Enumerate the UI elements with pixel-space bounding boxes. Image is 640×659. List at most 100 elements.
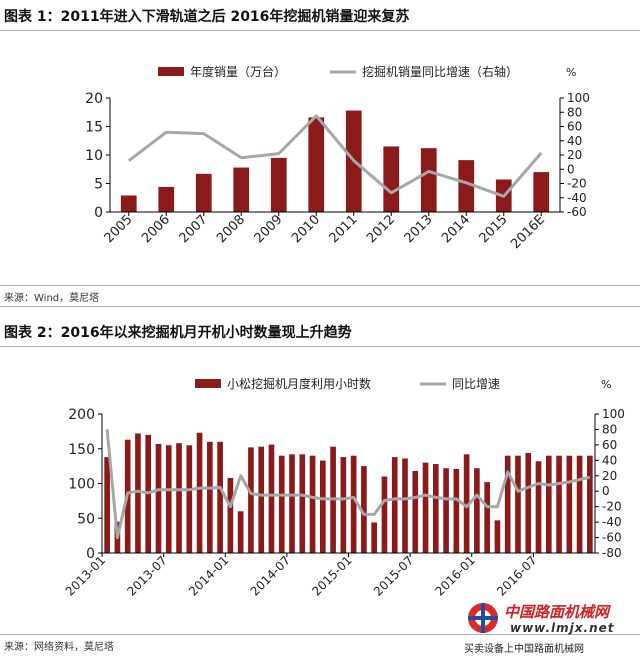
watermark-tagline: 买卖设备上中国路面机械网	[464, 644, 584, 655]
chart1-right-tick-label-2: -20	[567, 177, 587, 191]
chart2-x-label-5: 2015-07	[371, 553, 416, 598]
chart1-x-label-8: 2013	[402, 212, 436, 246]
chart2-bar-9	[196, 432, 203, 553]
chart2-bar-44	[556, 455, 562, 553]
chart2-bar-41	[525, 452, 532, 553]
chart2-bar-21	[319, 460, 326, 553]
chart2-x-label-1: 2013-07	[124, 553, 169, 598]
chart1-right-tick-label-6: 60	[567, 120, 582, 134]
chart1-legend-bar-label: 年度销量（万台）	[190, 64, 286, 79]
figure2-source: 来源：网络资料，莫尼塔	[4, 642, 114, 653]
chart1-right-tick-label-8: 100	[567, 91, 590, 105]
chart2-bar-5	[155, 443, 162, 553]
chart1-right-tick-label-0: -60	[567, 205, 587, 219]
chart1-x-label-5: 2010	[289, 212, 323, 246]
chart1-right-tick-label-7: 80	[567, 105, 582, 119]
chart2-bar-26	[371, 522, 378, 553]
chart2-bar-45	[566, 455, 573, 553]
chart2-right-tick-label-3: -20	[602, 500, 622, 514]
chart2-bar-11	[217, 441, 223, 553]
figure1-title: 图表 1：2011年进入下滑轨道之后 2016年挖掘机销量迎来复苏	[4, 9, 410, 25]
chart1-right-axis-unit: %	[566, 66, 576, 79]
chart2-right-axis-unit: %	[601, 378, 611, 391]
chart2-legend-line-label: 同比增速	[452, 377, 500, 391]
chart2-right-tick-label-4: 0	[602, 484, 610, 498]
chart2-left-tick-label-3: 150	[68, 442, 95, 458]
chart2-left-tick-label-1: 50	[77, 511, 95, 527]
figure1-source: 来源：Wind，莫尼塔	[4, 293, 100, 304]
chart2-legend-bar-label: 小松挖掘机月度利用小时数	[227, 376, 371, 391]
chart2-bar-23	[340, 457, 347, 553]
chart2-bar-16	[268, 444, 275, 553]
chart1-bar-4	[270, 157, 287, 212]
chart1-left-tick-label-0: 0	[94, 205, 103, 221]
chart1-x-label-1: 2006	[139, 212, 173, 246]
chart1-x-label-0: 2005	[102, 212, 136, 246]
chart1-right-tick-label-1: -40	[567, 191, 587, 205]
chart1-bar-1	[158, 186, 175, 212]
chart1-x-label-11: 2016E	[508, 212, 548, 252]
chart2-growth-line	[105, 429, 591, 540]
chart2-right-tick-label-8: 80	[602, 422, 617, 436]
chart2-x-label-3: 2014-07	[248, 553, 293, 598]
chart2-bar-31	[422, 462, 429, 553]
chart1-bar-8	[420, 148, 437, 212]
chart2-right-tick-label-0: -80	[602, 546, 622, 560]
chart1-bar-5	[308, 117, 325, 212]
chart1-legend-line-label: 挖掘机销量同比增速（右轴）	[362, 64, 518, 79]
chart1-x-label-7: 2012	[364, 212, 398, 246]
chart1-bar-9	[458, 160, 475, 212]
chart1-bar-7	[383, 146, 400, 212]
chart2-bar-19	[299, 454, 306, 553]
chart2-bar-10	[207, 441, 213, 553]
chart1-x-label-2: 2007	[177, 212, 211, 246]
chart2-bar-47	[587, 455, 593, 553]
chart2: 小松挖掘机月度利用小时数 同比增速 %050100150200-80-60-40-2…	[63, 376, 625, 599]
chart1-x-label-10: 2015	[477, 212, 511, 246]
chart2-bar-42	[535, 461, 542, 553]
chart2-bar-35	[463, 454, 470, 553]
chart2-bar-14	[248, 447, 254, 553]
chart1-left-tick-label-2: 10	[85, 148, 103, 164]
chart2-bar-40	[515, 455, 521, 553]
chart2-bar-43	[545, 455, 552, 553]
chart2-bar-18	[289, 454, 295, 553]
chart1-right-tick-label-3: 0	[567, 162, 575, 176]
chart2-bar-13	[237, 511, 244, 553]
chart2-right-tick-label-7: 60	[602, 438, 617, 452]
chart2-bar-7	[176, 443, 182, 553]
chart2-right-tick-label-2: -40	[602, 515, 622, 529]
chart2-bar-25	[361, 466, 367, 553]
chart2-bar-38	[494, 520, 501, 553]
chart2-bar-20	[309, 455, 316, 553]
chart2-bar-37	[484, 482, 490, 553]
chart2-bar-3	[135, 433, 141, 553]
chart2-x-label-4: 2015-01	[309, 553, 354, 598]
chart2-right-tick-label-1: -60	[602, 531, 622, 545]
chart2-bar-6	[165, 445, 172, 553]
chart2-bar-39	[504, 455, 511, 553]
chart2-bar-29	[402, 458, 408, 553]
figure2-title: 图表 2：2016年以来挖掘机月开机小时数量现上升趋势	[4, 325, 352, 341]
chart1-x-label-3: 2008	[214, 212, 248, 246]
chart1-x-label-9: 2014	[439, 212, 473, 246]
figure2-bottom-rule	[0, 634, 640, 635]
chart1-right-tick-label-5: 40	[567, 134, 582, 148]
chart2-bar-8	[186, 445, 193, 553]
chart2-bar-46	[576, 455, 583, 553]
watermark-logo-icon	[468, 603, 498, 633]
chart2-right-tick-label-6: 40	[602, 453, 617, 467]
chart2-bar-30	[412, 470, 419, 553]
chart2-right-tick-label-5: 20	[602, 469, 617, 483]
chart2-bar-0	[104, 457, 110, 553]
chart2-bar-15	[258, 446, 265, 553]
chart1-bar-3	[233, 167, 250, 212]
chart2-x-label-6: 2016-01	[433, 553, 478, 598]
chart1-growth-line	[127, 114, 543, 198]
chart1-left-tick-label-3: 15	[85, 120, 103, 136]
chart2-left-tick-label-0: 0	[86, 546, 95, 562]
chart2-bar-33	[443, 468, 449, 553]
chart2-left-tick-label-4: 200	[68, 407, 95, 423]
chart1-bar-11	[533, 172, 550, 212]
chart1-left-tick-label-4: 20	[85, 91, 103, 107]
